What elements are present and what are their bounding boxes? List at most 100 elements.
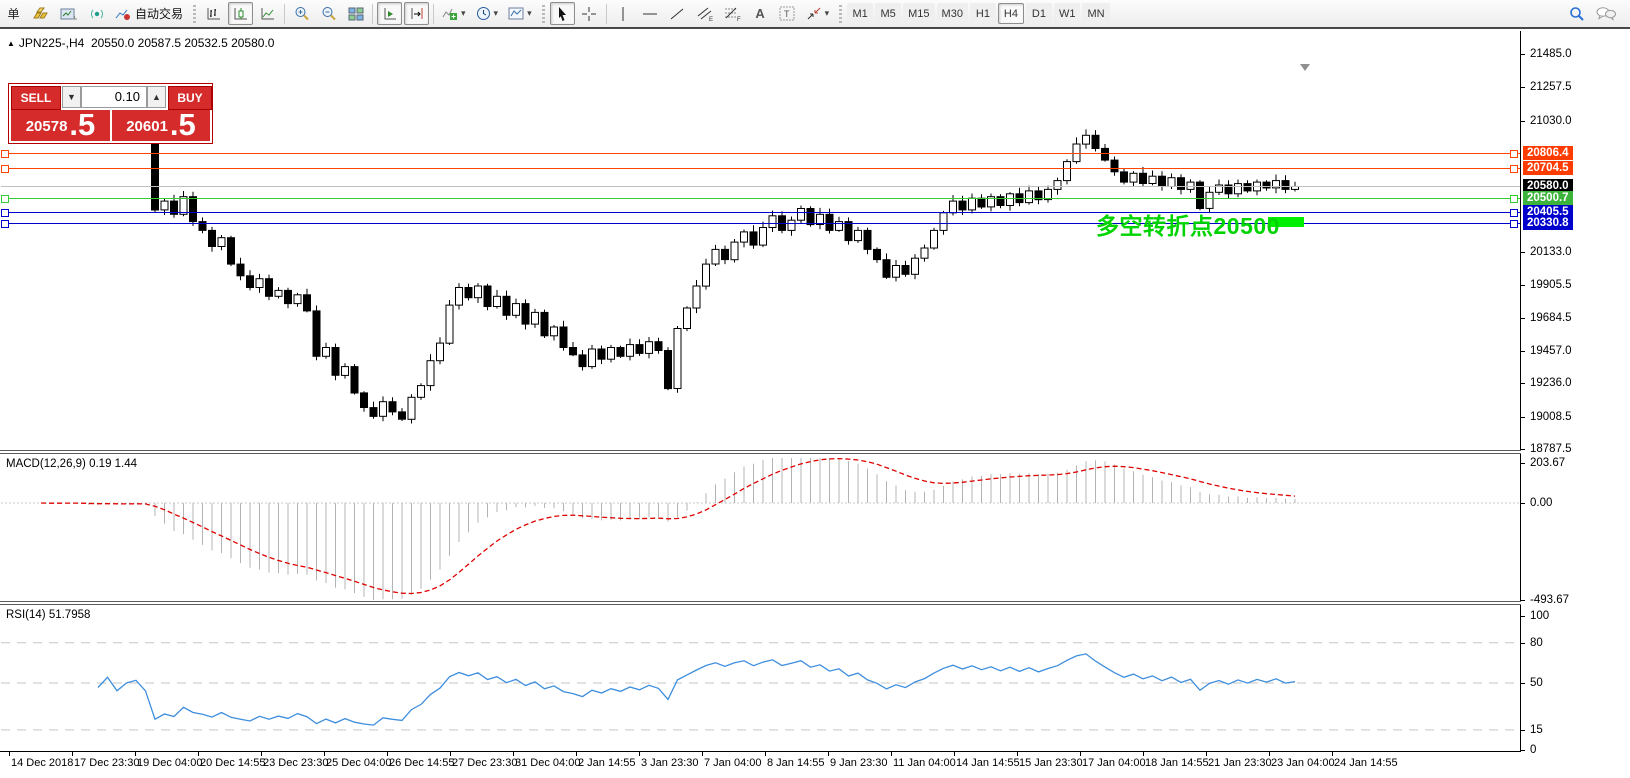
templates-button[interactable]: ▾ bbox=[504, 2, 536, 25]
time-tick bbox=[450, 752, 451, 756]
macd-tick-label: 0.00 bbox=[1530, 497, 1553, 509]
line-handle[interactable] bbox=[1, 165, 9, 174]
time-tick bbox=[1206, 752, 1207, 756]
toolbar-grip bbox=[193, 4, 197, 23]
price-line-20500.7[interactable] bbox=[1, 198, 1520, 200]
rsi-tick-label: 0 bbox=[1530, 744, 1537, 756]
timeframe-d1[interactable]: D1 bbox=[1025, 3, 1052, 24]
panel-separator[interactable] bbox=[0, 450, 1630, 454]
horizontal-line-icon[interactable] bbox=[638, 2, 663, 25]
line-handle[interactable] bbox=[1510, 219, 1518, 228]
time-label: 23 Dec 23:30 bbox=[263, 757, 329, 769]
autotrading-button[interactable]: 自动交易 bbox=[111, 2, 187, 25]
bar-chart-icon[interactable] bbox=[201, 2, 226, 25]
price-axis[interactable]: 21485.0 21257.5 21030.0 20133.0 19905.5 19684… bbox=[1521, 31, 1630, 756]
buy-button[interactable]: BUY bbox=[168, 86, 212, 110]
sell-price-panel[interactable]: 20578 .5 bbox=[11, 107, 110, 142]
line-handle[interactable] bbox=[1510, 150, 1518, 159]
tile-windows-icon[interactable] bbox=[343, 2, 368, 25]
vertical-line-icon[interactable] bbox=[611, 2, 636, 25]
volume-up-button[interactable]: ▲ bbox=[147, 86, 166, 108]
rsi-tick-label: 50 bbox=[1530, 677, 1543, 689]
chart-annotation[interactable]: 多空转折点20500 bbox=[1096, 213, 1280, 239]
time-tick bbox=[891, 752, 892, 756]
line-chart-icon[interactable] bbox=[255, 2, 280, 25]
chevron-down-icon: ▾ bbox=[824, 8, 830, 18]
periods-button[interactable]: ▾ bbox=[472, 2, 503, 25]
chat-icon[interactable] bbox=[1591, 2, 1621, 25]
cursor-icon[interactable] bbox=[549, 2, 575, 25]
price-line-20405.5[interactable] bbox=[1, 212, 1520, 214]
line-handle[interactable] bbox=[1, 209, 9, 218]
price-tick bbox=[1521, 350, 1525, 352]
arrows-button[interactable]: ▾ bbox=[802, 2, 834, 25]
sell-button[interactable]: SELL bbox=[11, 86, 61, 110]
time-label: 2 Jan 14:55 bbox=[578, 757, 636, 769]
sell-price-frac: .5 bbox=[69, 107, 96, 142]
price-line-20806.4[interactable] bbox=[1, 153, 1520, 155]
timeframe-h4[interactable]: H4 bbox=[997, 3, 1024, 24]
rsi-tick bbox=[1521, 683, 1525, 684]
chevron-down-icon: ▾ bbox=[527, 8, 532, 18]
rsi-tick bbox=[1521, 642, 1525, 644]
autotrading-icon bbox=[115, 9, 130, 20]
svg-text:T: T bbox=[784, 9, 790, 19]
zoom-out-icon[interactable] bbox=[316, 2, 341, 25]
time-label: 18 Jan 14:55 bbox=[1145, 757, 1209, 769]
chart-profiles-icon[interactable] bbox=[56, 2, 82, 25]
panel-separator[interactable] bbox=[0, 601, 1630, 605]
price-tag-20500.7: 20500.7 bbox=[1523, 191, 1573, 206]
search-icon[interactable] bbox=[1564, 2, 1589, 25]
price-line-20580.0[interactable] bbox=[1, 186, 1520, 188]
candlestick-chart-icon[interactable] bbox=[228, 2, 254, 25]
buy-price-main: 20601 bbox=[126, 118, 168, 135]
chart-shift-marker[interactable] bbox=[1300, 64, 1310, 71]
line-handle[interactable] bbox=[1510, 209, 1518, 218]
timeframe-h1[interactable]: H1 bbox=[969, 3, 996, 24]
new-order-button[interactable]: 单 bbox=[1, 2, 26, 25]
line-handle[interactable] bbox=[1, 195, 9, 204]
collapse-icon[interactable]: ▲ bbox=[7, 39, 15, 48]
zoom-in-icon[interactable] bbox=[289, 2, 314, 25]
text-label-icon[interactable]: T bbox=[775, 2, 800, 25]
rsi-tick-label: 100 bbox=[1530, 610, 1550, 622]
buy-price-frac: .5 bbox=[169, 107, 196, 142]
toolbar: 单 自动交易 bbox=[0, 0, 1630, 29]
svg-text:E: E bbox=[709, 17, 713, 21]
time-tick bbox=[72, 752, 73, 756]
timeframe-mn[interactable]: MN bbox=[1082, 3, 1110, 24]
timeframe-m15[interactable]: M15 bbox=[903, 3, 935, 24]
buy-price-panel[interactable]: 20601 .5 bbox=[112, 107, 210, 142]
price-line-20704.5[interactable] bbox=[1, 168, 1520, 170]
volume-input[interactable]: 0.10 bbox=[81, 86, 147, 108]
timeframe-w1[interactable]: W1 bbox=[1053, 3, 1081, 24]
one-click-trading-panel: SELL ▼ 0.10 ▲ BUY 20578 .5 20601 .5 bbox=[8, 83, 213, 144]
fibonacci-icon[interactable]: F bbox=[720, 2, 746, 25]
time-axis[interactable]: 14 Dec 2018 17 Dec 23:30 19 Dec 04:00 20 De… bbox=[0, 752, 1630, 778]
price-tag-20580.0: 20580.0 bbox=[1523, 179, 1573, 194]
volume-down-button[interactable]: ▼ bbox=[62, 86, 81, 108]
line-handle[interactable] bbox=[1, 150, 9, 159]
line-handle[interactable] bbox=[1510, 195, 1518, 204]
crosshair-icon[interactable] bbox=[577, 2, 602, 25]
trendline-icon[interactable] bbox=[665, 2, 690, 25]
time-label: 14 Jan 14:55 bbox=[956, 757, 1020, 769]
time-label: 25 Dec 04:00 bbox=[326, 757, 392, 769]
auto-scroll-icon[interactable] bbox=[377, 2, 403, 25]
timeframe-m30[interactable]: M30 bbox=[936, 3, 968, 24]
indicators-add-button[interactable]: ▾ bbox=[438, 2, 470, 25]
text-icon[interactable]: A bbox=[748, 2, 773, 25]
equidistant-channel-icon[interactable]: E bbox=[692, 2, 718, 25]
timeframe-m1[interactable]: M1 bbox=[847, 3, 874, 24]
line-handle[interactable] bbox=[1510, 165, 1518, 174]
timeframe-m5[interactable]: M5 bbox=[875, 3, 902, 24]
line-handle[interactable] bbox=[1, 219, 9, 228]
time-label: 21 Jan 23:30 bbox=[1208, 757, 1272, 769]
time-label: 17 Dec 23:30 bbox=[74, 757, 140, 769]
chart-shift-icon[interactable] bbox=[404, 2, 430, 25]
signal-icon[interactable] bbox=[84, 2, 109, 25]
highlight-bar[interactable] bbox=[1268, 217, 1304, 227]
rsi-tick bbox=[1521, 750, 1525, 751]
gold-bars-icon[interactable] bbox=[28, 2, 54, 25]
price-line-20330.8[interactable] bbox=[1, 222, 1520, 224]
